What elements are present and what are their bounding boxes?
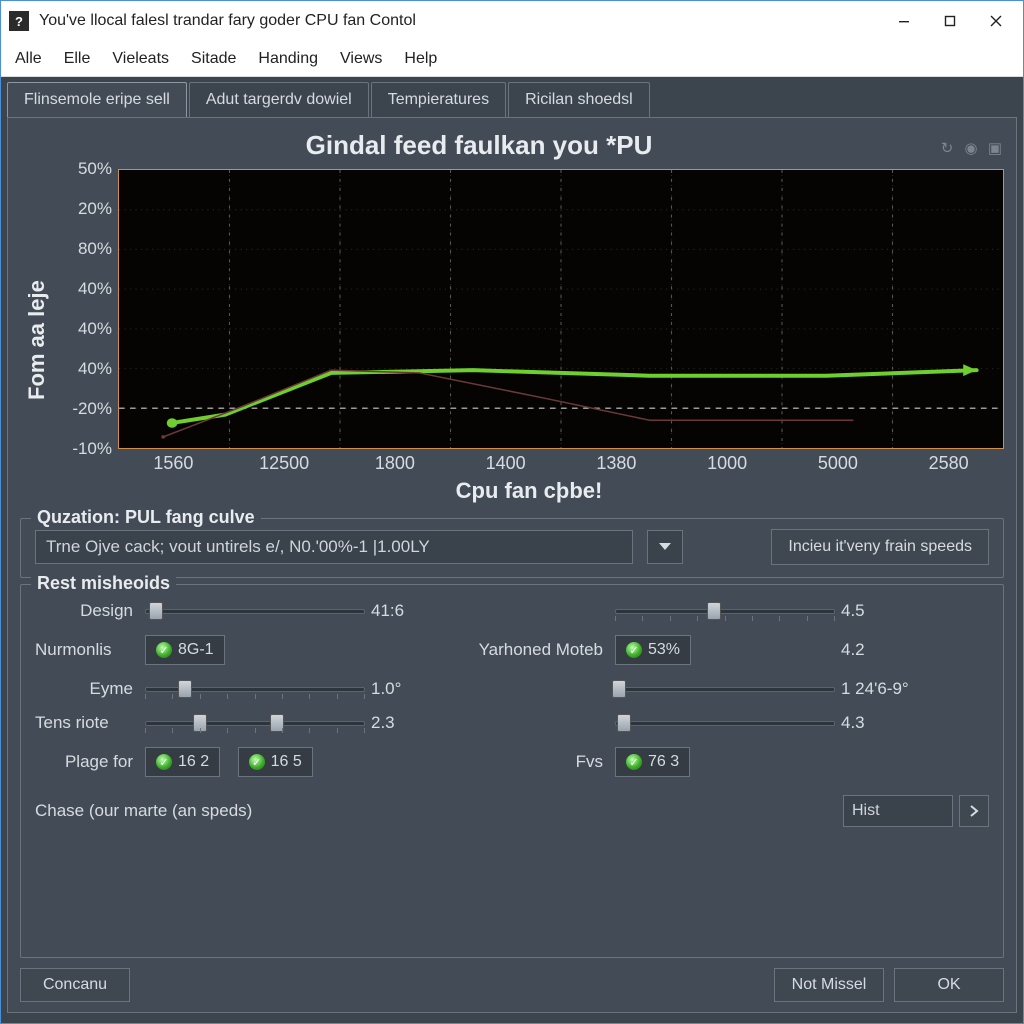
minimize-button[interactable] — [881, 2, 927, 40]
settings-grid: Design 41:6 4.5 Nurmonlis ✓8G-1 Y — [35, 601, 989, 777]
label-plage: Plage for — [35, 752, 145, 772]
quzation-group: Quzation: PUL fang culve Trne Ojve cack;… — [20, 518, 1004, 578]
tab-flinsemole[interactable]: Flinsemole eripe sell — [7, 82, 187, 117]
menu-item[interactable]: Vieleats — [112, 50, 169, 68]
chase-next-button[interactable] — [959, 795, 989, 827]
curve-combo-text: Trne Ojve cack; vout untirels e/, N0.'00… — [46, 537, 430, 557]
curve-combo-dropdown[interactable] — [647, 530, 683, 564]
chip-fvs[interactable]: ✓76 3 — [615, 747, 690, 777]
menu-item[interactable]: Views — [340, 50, 382, 68]
rest-title: Rest misheoids — [31, 573, 176, 594]
slider-right-1[interactable] — [615, 601, 835, 621]
slider-design[interactable] — [145, 601, 365, 621]
main-panel: Gindal feed faulkan you *PU ↻ ◉ ▣ Fom aa… — [7, 117, 1017, 1013]
chip-plage-1[interactable]: ✓16 2 — [145, 747, 220, 777]
slider-right-3[interactable] — [615, 679, 835, 699]
refresh-icon[interactable]: ↻ — [938, 139, 956, 157]
chase-label: Chase (our marte (an speds) — [35, 801, 252, 821]
menubar: Alle Elle Vieleats Sitade Handing Views … — [1, 41, 1023, 77]
chip-nurmonlis[interactable]: ✓8G-1 — [145, 635, 225, 665]
label-fvs: Fvs — [445, 752, 615, 772]
app-window: ? You've llocal falesl trandar fary gode… — [0, 0, 1024, 1024]
label-nurmonlis: Nurmonlis — [35, 640, 145, 660]
value-yarhoned: 4.2 — [835, 640, 915, 660]
slider-right-4[interactable] — [615, 713, 835, 733]
label-design: Design — [35, 601, 145, 621]
tab-adut[interactable]: Adut targerdv dowiel — [189, 82, 369, 117]
menu-item[interactable]: Elle — [64, 50, 91, 68]
menu-item[interactable]: Handing — [258, 50, 318, 68]
camera-icon[interactable]: ◉ — [962, 139, 980, 157]
chip-yarhoned[interactable]: ✓53% — [615, 635, 691, 665]
check-icon: ✓ — [626, 754, 642, 770]
check-icon: ✓ — [156, 754, 172, 770]
chip-plage-2[interactable]: ✓16 5 — [238, 747, 313, 777]
value-design: 41:6 — [365, 601, 445, 621]
tab-strip: Flinsemole eripe sell Adut targerdv dowi… — [7, 79, 1017, 117]
chase-row: Chase (our marte (an speds) Hist — [35, 795, 989, 827]
cancel-button[interactable]: Concanu — [20, 968, 130, 1002]
not-missel-button[interactable]: Not Missel — [774, 968, 884, 1002]
quzation-title: Quzation: PUL fang culve — [31, 507, 261, 528]
value-right-3: 1 24'6-9° — [835, 679, 915, 699]
rest-group: Rest misheoids Design 41:6 4.5 Nurmonlis — [20, 584, 1004, 958]
menu-item[interactable]: Help — [404, 50, 437, 68]
x-ticks: 156012500180014001380100050002580 — [54, 453, 1004, 474]
window-title: You've llocal falesl trandar fary goder … — [39, 12, 881, 30]
y-ticks: 50%20%80%40%40%40%-20%-10% — [54, 169, 118, 449]
titlebar: ? You've llocal falesl trandar fary gode… — [1, 1, 1023, 41]
tab-ricilan[interactable]: Ricilan shoedsl — [508, 82, 650, 117]
check-icon: ✓ — [626, 642, 642, 658]
panel-corner-icons: ↻ ◉ ▣ — [938, 139, 1004, 157]
value-right-1: 4.5 — [835, 601, 915, 621]
label-tens: Tens riote — [35, 713, 145, 733]
label-yarhoned: Yarhoned Moteb — [445, 640, 615, 660]
chart-area: Fom aa leje 50%20%80%40%40%40%-20%-10% 1… — [20, 169, 1004, 512]
maximize-button[interactable] — [927, 2, 973, 40]
slider-eyme[interactable] — [145, 679, 365, 699]
label-eyme: Eyme — [35, 679, 145, 699]
chart-plot[interactable] — [118, 169, 1004, 449]
value-tens: 2.3 — [365, 713, 445, 733]
ok-button[interactable]: OK — [894, 968, 1004, 1002]
close-button[interactable] — [973, 2, 1019, 40]
include-speeds-button[interactable]: Incieu it'veny frain speeds — [771, 529, 989, 565]
app-icon: ? — [9, 11, 29, 31]
value-right-4: 4.3 — [835, 713, 915, 733]
chase-input[interactable]: Hist — [843, 795, 953, 827]
check-icon: ✓ — [249, 754, 265, 770]
tab-temperatures[interactable]: Tempieratures — [371, 82, 506, 117]
check-icon: ✓ — [156, 642, 172, 658]
value-eyme: 1.0° — [365, 679, 445, 699]
expand-icon[interactable]: ▣ — [986, 139, 1004, 157]
menu-item[interactable]: Alle — [15, 50, 42, 68]
y-axis-label: Fom aa leje — [20, 169, 54, 512]
menu-item[interactable]: Sitade — [191, 50, 236, 68]
bottom-bar: Concanu Not Missel OK — [20, 968, 1004, 1002]
client-area: Flinsemole eripe sell Adut targerdv dowi… — [1, 77, 1023, 1023]
chart-title: Gindal feed faulkan you *PU — [20, 126, 938, 169]
curve-combo[interactable]: Trne Ojve cack; vout untirels e/, N0.'00… — [35, 530, 633, 564]
slider-tens[interactable] — [145, 713, 365, 733]
